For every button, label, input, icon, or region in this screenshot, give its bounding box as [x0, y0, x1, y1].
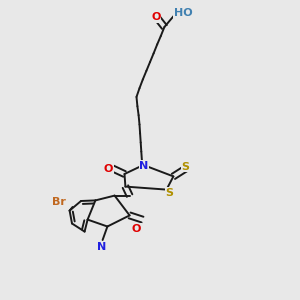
- Text: S: S: [182, 161, 189, 172]
- Text: HO: HO: [174, 8, 192, 19]
- Text: S: S: [166, 188, 173, 198]
- Text: Br: Br: [52, 196, 66, 207]
- Text: O: O: [151, 12, 161, 22]
- Text: O: O: [104, 164, 113, 174]
- Text: O: O: [132, 224, 141, 234]
- Text: N: N: [140, 160, 148, 171]
- Text: N: N: [98, 242, 106, 252]
